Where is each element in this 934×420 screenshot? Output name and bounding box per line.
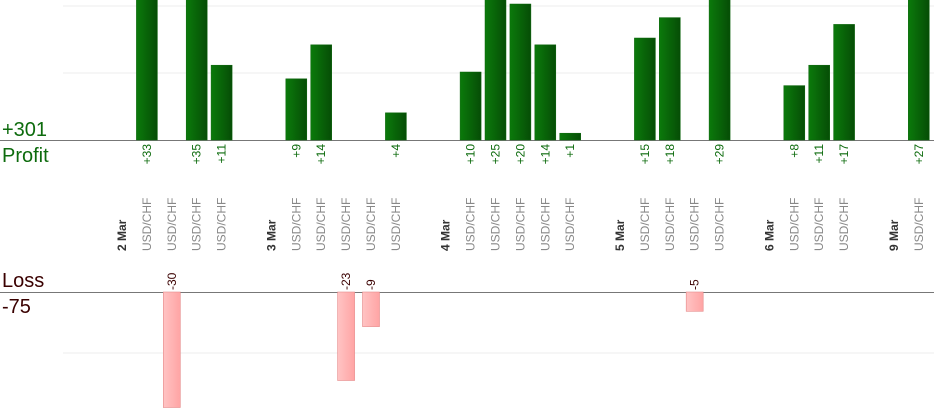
loss-bar [163,291,181,408]
pair-tick-label: USD/CHF [165,198,179,251]
pair-tick-label: USD/CHF [464,198,478,251]
pair-tick-label: USD/CHF [787,198,801,251]
profit-bar [385,112,407,141]
profit-bar [908,0,930,141]
loss-bar [337,291,355,381]
pair-tick-label: USD/CHF [912,198,926,251]
profit-bar [136,0,158,141]
pair-tick-label: USD/CHF [140,198,154,251]
profit-bar [559,132,581,141]
pair-tick-label: USD/CHF [837,198,851,251]
loss-total: -75 [2,296,31,318]
profit-bar [484,0,507,141]
date-tick-label: 9 Mar [887,219,901,251]
profit-bar [634,37,656,141]
profit-data-label: +18 [663,144,677,165]
pair-tick-label: USD/CHF [663,198,677,251]
pair-tick-label: USD/CHF [638,198,652,251]
profit-data-label: +8 [787,144,801,158]
profit-data-label: +9 [289,144,303,158]
pair-tick-label: USD/CHF [713,198,727,251]
date-tick-label: 2 Mar [115,219,129,251]
pair-tick-label: USD/CHF [513,198,527,251]
profit-bar [783,85,806,141]
loss-label: Loss [2,270,45,292]
profit-bar [285,78,308,141]
pair-tick-label: USD/CHF [538,198,552,251]
profit-data-label: +1 [563,144,577,158]
profit-data-label: +11 [812,144,826,164]
profit-data-label: +14 [538,144,552,165]
pair-tick-label: USD/CHF [190,198,204,251]
loss-data-label: -5 [688,279,702,290]
profit-total: +301 [2,119,48,141]
profit-bar [659,17,681,141]
profit-label: Profit [2,145,49,167]
profit-data-label: +17 [837,144,851,165]
profit-bar [459,71,482,141]
loss-data-label: -23 [339,272,353,290]
pair-tick-label: USD/CHF [563,198,577,251]
pair-tick-label: USD/CHF [364,198,378,251]
pair-tick-label: USD/CHF [389,198,403,251]
date-tick-label: 3 Mar [264,219,278,251]
profit-data-label: +33 [140,144,154,165]
profit-bar [833,24,855,141]
date-tick-label: 4 Mar [439,219,453,251]
profit-bar [210,64,233,141]
pair-tick-label: USD/CHF [314,198,328,251]
profit-data-label: +27 [912,144,926,165]
pair-tick-label: USD/CHF [339,198,353,251]
profit-data-label: +35 [190,144,204,165]
pair-tick-label: USD/CHF [688,198,702,251]
profit-bar [185,0,208,141]
pair-tick-label: USD/CHF [812,198,826,251]
profit-data-label: +25 [489,144,503,165]
loss-data-label: -9 [364,279,378,290]
profit-data-label: +15 [638,144,652,165]
profit-data-label: +10 [464,144,478,165]
date-tick-label: 5 Mar [613,219,627,251]
profit-data-label: +20 [513,144,527,165]
profit-bar [708,0,731,141]
profit-bar [310,44,332,141]
profit-bar [534,44,557,141]
pair-tick-label: USD/CHF [289,198,303,251]
profit-bar [808,64,830,141]
loss-bar [362,291,380,327]
profit-data-label: +29 [713,144,727,165]
profit-data-label: +11 [215,144,229,164]
date-tick-label: 6 Mar [762,219,776,251]
pair-tick-label: USD/CHF [489,198,503,251]
loss-bar [685,291,704,312]
profit-data-label: +4 [389,144,403,158]
profit-data-label: +14 [314,144,328,165]
profit-bar [509,3,532,141]
pair-tick-label: USD/CHF [215,198,229,251]
loss-data-label: -30 [165,272,179,290]
